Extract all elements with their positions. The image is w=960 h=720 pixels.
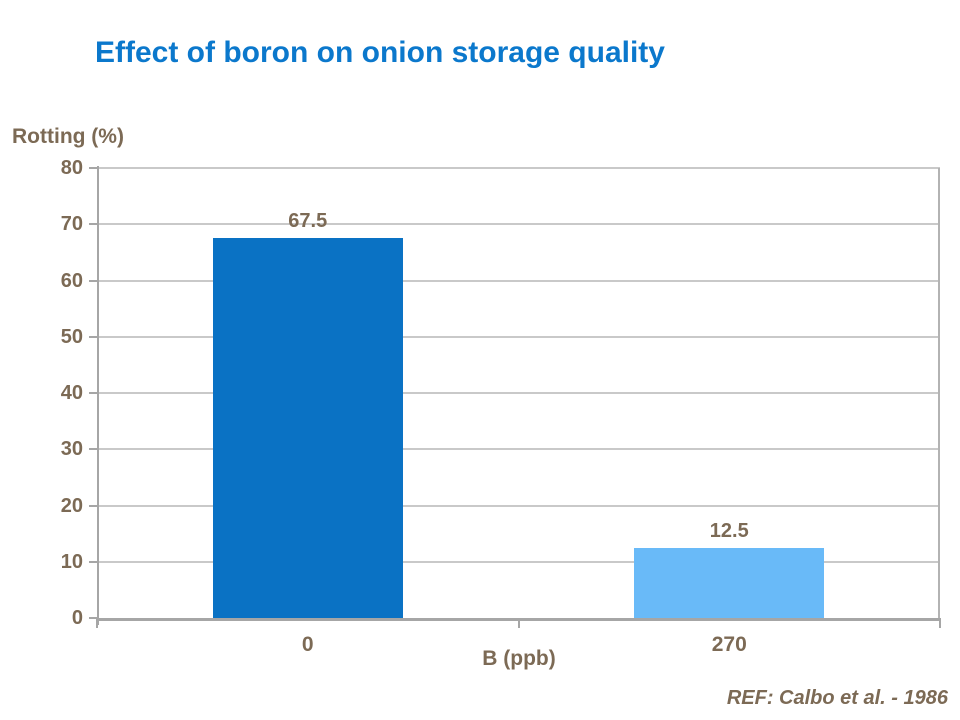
y-axis-tick-label: 60 bbox=[60, 269, 83, 292]
gridline bbox=[97, 279, 940, 282]
x-axis-line bbox=[96, 618, 941, 621]
y-axis-tick-mark bbox=[89, 279, 97, 282]
y-axis-tick-mark bbox=[89, 617, 97, 619]
x-axis-tick-mark bbox=[517, 621, 520, 628]
y-axis-tick-label: 30 bbox=[60, 438, 83, 461]
y-axis-tick-mark bbox=[89, 223, 97, 226]
y-axis-tick-mark bbox=[89, 167, 97, 169]
x-axis-tick-label: 0 bbox=[301, 633, 314, 656]
y-axis-tick-mark bbox=[89, 560, 97, 563]
y-axis-line bbox=[97, 166, 99, 625]
y-axis-tick-label: 50 bbox=[60, 325, 83, 348]
y-axis-tick-label: 80 bbox=[60, 157, 83, 179]
gridline bbox=[97, 560, 940, 563]
gridline bbox=[97, 392, 940, 394]
reference-text: REF: Calbo et al. - 1986 bbox=[726, 687, 948, 709]
gridline bbox=[97, 504, 940, 507]
chart-title: Effect of boron on onion storage quality bbox=[95, 36, 665, 69]
gridline bbox=[97, 167, 940, 169]
gridline bbox=[97, 223, 940, 226]
bar-270ppb bbox=[634, 547, 825, 618]
bar-0ppb bbox=[212, 238, 403, 618]
gridline bbox=[97, 448, 940, 451]
bar-value-label: 67.5 bbox=[288, 210, 328, 233]
bar-value-label: 12.5 bbox=[709, 519, 749, 542]
x-axis-tick-mark bbox=[96, 621, 98, 628]
y-axis-tick-mark bbox=[89, 504, 97, 507]
plot-right-border bbox=[938, 168, 940, 618]
y-axis-tick-mark bbox=[89, 392, 97, 394]
gridline bbox=[97, 335, 940, 338]
y-axis-tick-label: 20 bbox=[60, 494, 83, 517]
x-axis-tick-mark bbox=[939, 621, 941, 628]
y-axis-tick-label: 40 bbox=[60, 382, 83, 404]
y-axis-tick-mark bbox=[89, 335, 97, 338]
x-axis-tick-label: 270 bbox=[711, 633, 747, 656]
y-axis-tick-label: 10 bbox=[60, 550, 83, 573]
y-axis-tick-label: 0 bbox=[71, 607, 83, 629]
y-axis-tick-mark bbox=[89, 448, 97, 451]
x-axis-title: B (ppb) bbox=[482, 647, 556, 670]
y-axis-title: Rotting (%) bbox=[12, 125, 124, 148]
y-axis-tick-label: 70 bbox=[60, 213, 83, 236]
